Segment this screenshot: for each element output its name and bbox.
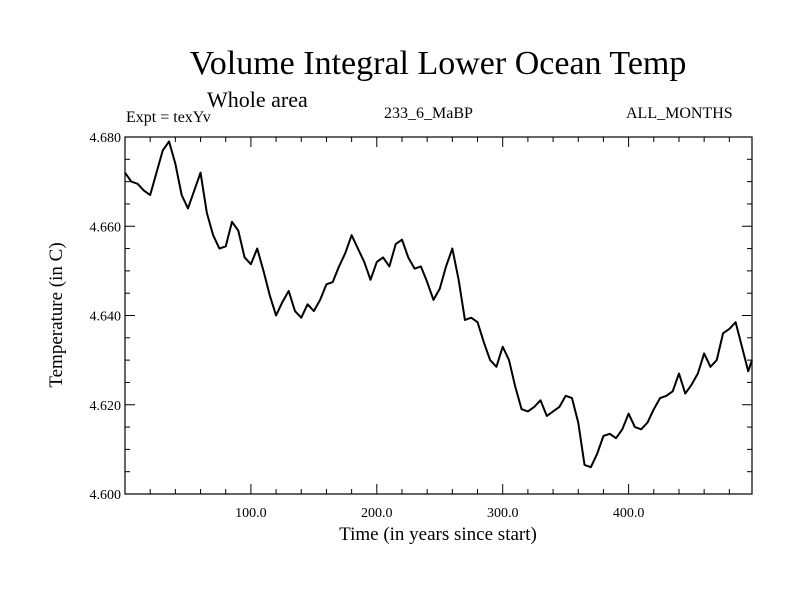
y-tick-label: 4.620 (90, 399, 122, 414)
x-axis-label: Time (in years since start) (339, 524, 537, 545)
experiment-label: Expt = texYv (126, 109, 211, 126)
temperature-series-line (124, 140, 753, 469)
tick-labels: 100.0 200.0 300.0 400.0 4.600 4.620 4.640 4.660… (90, 131, 645, 521)
plot-frame (124, 136, 753, 495)
y-tick-label: 4.640 (90, 310, 122, 325)
run-id-label: 233_6_MaBP (384, 105, 473, 122)
x-tick-label: 100.0 (235, 506, 267, 521)
y-tick-label: 4.600 (90, 488, 122, 503)
x-tick-label: 200.0 (361, 506, 393, 521)
axis-ticks (124, 136, 752, 495)
chart-subtitle: Whole area (207, 87, 308, 112)
y-tick-label: 4.660 (90, 220, 122, 235)
y-tick-label: 4.680 (90, 131, 122, 146)
x-tick-label: 300.0 (487, 506, 519, 521)
chart-title: Volume Integral Lower Ocean Temp (189, 45, 687, 82)
months-label: ALL_MONTHS (626, 105, 733, 122)
x-tick-label: 400.0 (613, 506, 645, 521)
y-axis-label: Temperature (in C) (46, 242, 67, 388)
